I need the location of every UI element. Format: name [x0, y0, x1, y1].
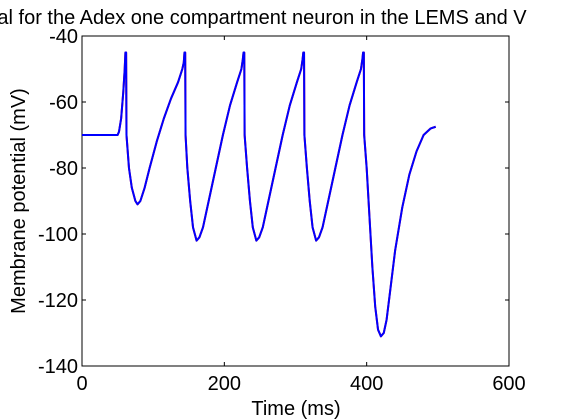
y-tick-label: -40: [49, 26, 78, 48]
y-axis-label: Membrane potential (mV): [8, 88, 30, 314]
x-axis-label: Time (ms): [251, 398, 340, 420]
axes-box: [81, 35, 510, 367]
y-tick-label: -60: [49, 92, 78, 114]
plot-area: 0 200 400 600 -40 -60 -80 -100 -120 -140: [38, 26, 526, 395]
x-tick-label: 200: [208, 373, 241, 395]
series-line-2: [82, 51, 437, 338]
x-tick-label: 400: [350, 373, 383, 395]
y-tick-label: -120: [38, 290, 78, 312]
x-tick-label: 600: [492, 373, 525, 395]
chart-title: al for the Adex one compartment neuron i…: [0, 7, 527, 29]
y-tick-label: -140: [38, 356, 78, 378]
series-group: [82, 51, 437, 338]
x-tick-label: 0: [76, 373, 87, 395]
y-axis-ticks: -40 -60 -80 -100 -120 -140: [38, 26, 509, 378]
x-axis-ticks: 0 200 400 600: [76, 36, 526, 395]
y-tick-label: -80: [49, 158, 78, 180]
y-tick-label: -100: [38, 224, 78, 246]
